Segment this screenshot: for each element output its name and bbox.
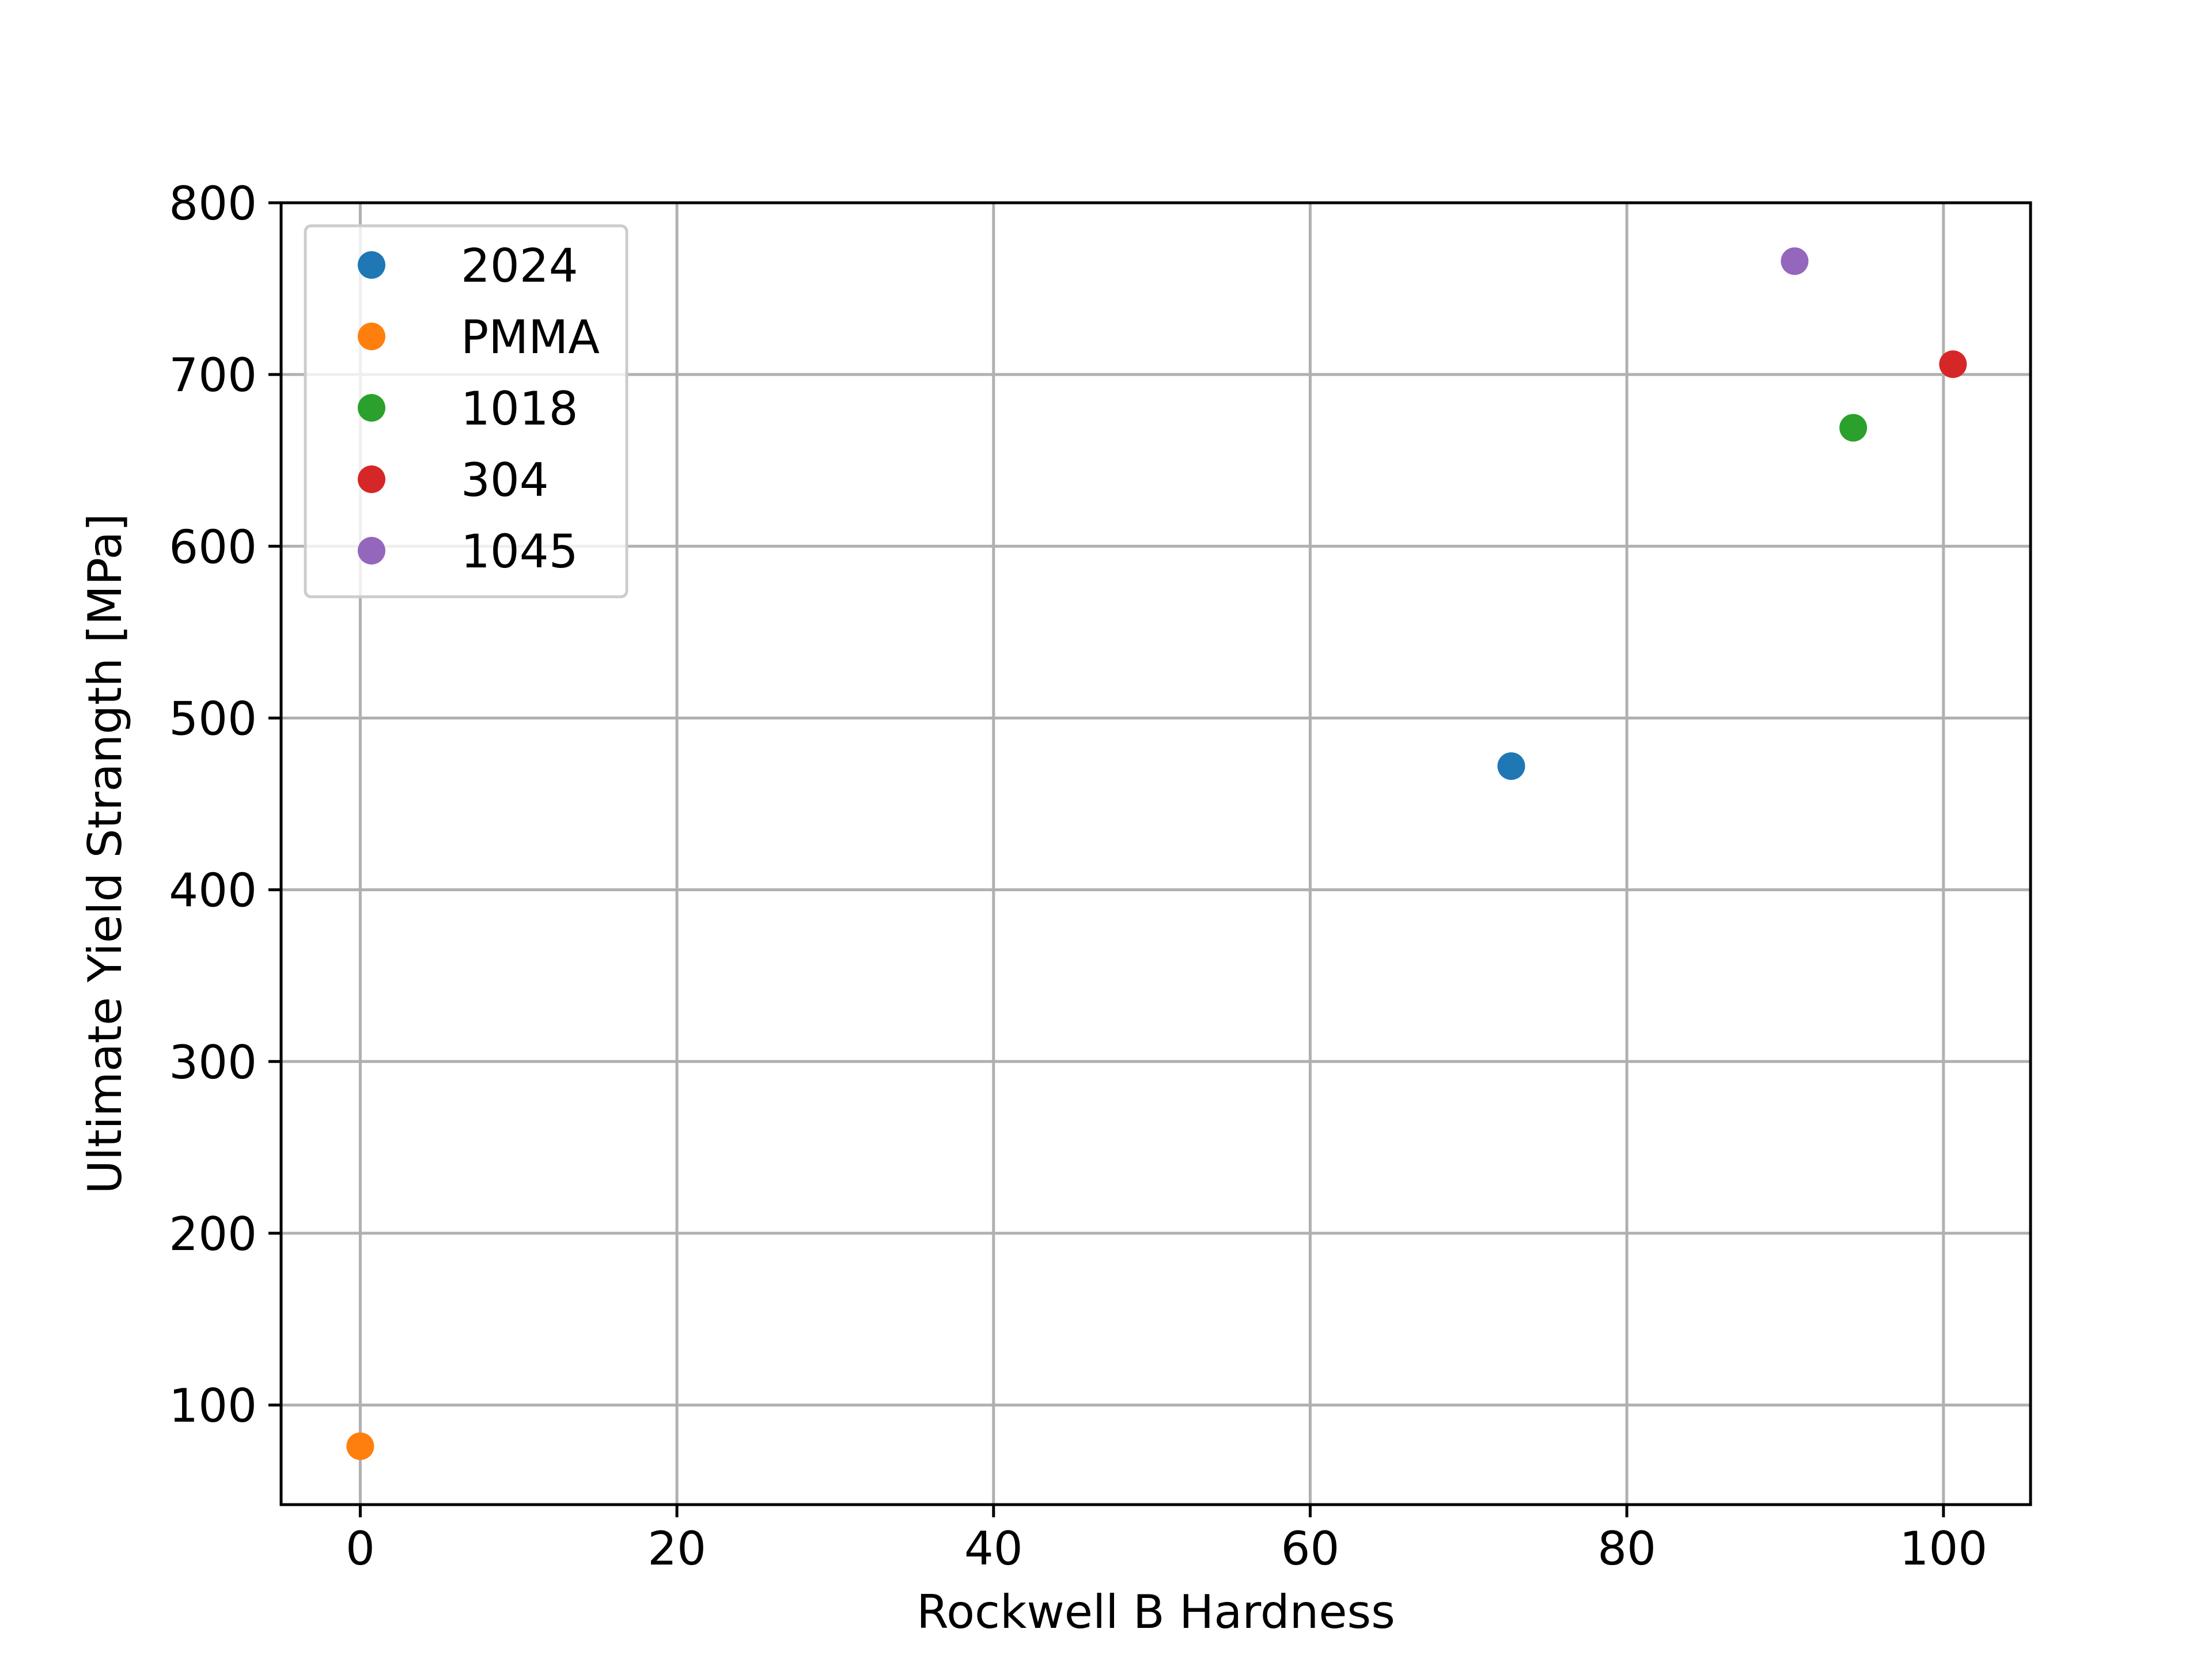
legend-label-2024: 2024 bbox=[461, 239, 578, 293]
legend-marker-pmma bbox=[358, 323, 385, 350]
y-tick-label: 500 bbox=[169, 692, 257, 745]
axes-frame bbox=[279, 201, 2032, 1506]
x-tick-label: 100 bbox=[1899, 1522, 1987, 1575]
y-tick-label: 100 bbox=[169, 1379, 257, 1433]
x-tick-label: 0 bbox=[346, 1522, 375, 1575]
legend-marker-1045 bbox=[358, 537, 385, 565]
ticks: 0 20 40 60 80 100 100 200 300 400 500 600 700 800 bbox=[169, 177, 1987, 1575]
x-tick-label: 20 bbox=[647, 1522, 706, 1575]
data-points bbox=[346, 247, 1967, 1460]
legend-box bbox=[304, 224, 628, 599]
legend-marker-2024 bbox=[358, 251, 385, 279]
data-point-1018 bbox=[1839, 414, 1868, 442]
y-axis-label: Ultimate Yield Strangth [MPa] bbox=[78, 513, 132, 1194]
data-point-304 bbox=[1939, 350, 1967, 378]
x-tick-label: 60 bbox=[1281, 1522, 1340, 1575]
legend-label-pmma: PMMA bbox=[461, 310, 600, 364]
y-tick-label: 800 bbox=[169, 177, 257, 230]
y-tick-label: 300 bbox=[169, 1036, 257, 1089]
legend-entries: 2024 PMMA 1018 304 1045 bbox=[358, 239, 600, 578]
y-tick-label: 200 bbox=[169, 1207, 257, 1261]
y-tick-label: 700 bbox=[169, 349, 257, 402]
legend-label-1045: 1045 bbox=[461, 525, 578, 578]
data-point-pmma bbox=[346, 1432, 374, 1460]
legend-label-1018: 1018 bbox=[461, 382, 578, 435]
legend-label-304: 304 bbox=[461, 453, 549, 507]
legend-marker-1018 bbox=[358, 394, 385, 422]
data-point-2024 bbox=[1497, 752, 1525, 780]
x-axis-label: Rockwell B Hardness bbox=[916, 1585, 1395, 1639]
legend: 2024 PMMA 1018 304 1045 bbox=[304, 224, 628, 599]
y-tick-label: 600 bbox=[169, 520, 257, 574]
x-tick-label: 40 bbox=[964, 1522, 1023, 1575]
legend-marker-304 bbox=[358, 465, 385, 493]
data-point-1045 bbox=[1781, 247, 1809, 275]
y-tick-label: 400 bbox=[169, 864, 257, 918]
x-tick-label: 80 bbox=[1597, 1522, 1656, 1575]
